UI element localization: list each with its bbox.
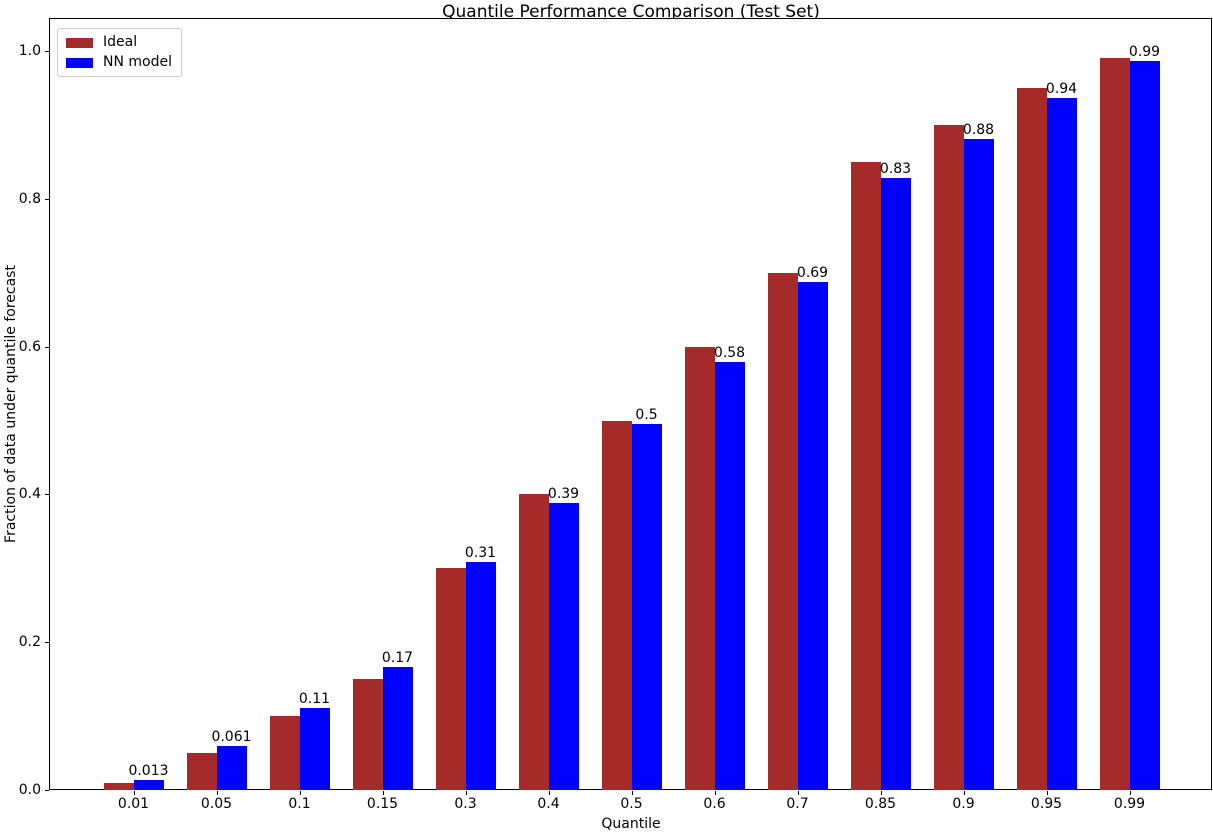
ideal-bar xyxy=(850,161,881,790)
x-tick-mark xyxy=(383,791,384,795)
x-tick-mark xyxy=(715,791,716,795)
bar-value-label: 0.013 xyxy=(128,763,169,780)
x-tick-label: 0.6 xyxy=(703,796,726,812)
ideal-bar xyxy=(601,420,632,790)
chart-legend: Ideal NN model xyxy=(57,28,182,77)
ideal-bar xyxy=(518,494,549,790)
y-tick-label: 0.6 xyxy=(18,338,41,355)
x-tick-label: 0.99 xyxy=(1113,796,1146,812)
x-tick-label: 0.7 xyxy=(786,796,809,812)
x-tick-label: 0.95 xyxy=(1030,796,1063,812)
x-tick-mark xyxy=(549,791,550,795)
x-tick-mark xyxy=(881,791,882,795)
bar-value-label: 0.11 xyxy=(298,690,331,707)
ideal-bar xyxy=(186,753,217,790)
bar-value-label: 0.69 xyxy=(796,265,829,282)
y-tick-label: 0.2 xyxy=(18,634,41,651)
x-tick-mark xyxy=(217,791,218,795)
bar-value-label: 0.5 xyxy=(635,407,658,424)
ideal-bar xyxy=(1016,87,1047,790)
nn-model-bar xyxy=(1046,97,1077,790)
x-tick-label: 0.5 xyxy=(620,796,643,812)
nn-model-bar xyxy=(548,503,579,790)
x-tick-mark xyxy=(134,791,135,795)
x-tick-label: 0.9 xyxy=(952,796,975,812)
bar-value-label: 0.94 xyxy=(1045,80,1078,97)
y-tick-label: 0.0 xyxy=(18,782,41,798)
ideal-bar xyxy=(1099,58,1130,790)
ideal-bar xyxy=(933,124,964,790)
y-tick-mark xyxy=(45,642,49,643)
bar-value-label: 0.88 xyxy=(962,121,995,138)
x-tick-label: 0.15 xyxy=(366,796,399,812)
bar-value-label: 0.061 xyxy=(211,728,252,745)
x-tick-label: 0.05 xyxy=(200,796,233,812)
bar-value-label: 0.17 xyxy=(381,650,414,667)
x-tick-label: 0.01 xyxy=(117,796,150,812)
ideal-bar xyxy=(684,346,715,790)
y-tick-mark xyxy=(45,494,49,495)
x-tick-mark xyxy=(632,791,633,795)
x-tick-mark xyxy=(1130,791,1131,795)
bar-value-label: 0.39 xyxy=(547,486,580,503)
ideal-bar xyxy=(352,679,383,790)
nn-model-bar xyxy=(1129,61,1160,790)
x-tick-mark xyxy=(300,791,301,795)
x-tick-mark xyxy=(466,791,467,795)
y-tick-mark xyxy=(45,51,49,52)
ideal-bar xyxy=(767,272,798,790)
y-tick-mark xyxy=(45,790,49,791)
nn-model-bar xyxy=(465,562,496,790)
nn-model-bar xyxy=(963,138,994,790)
x-axis-label: Quantile xyxy=(601,816,661,832)
nn-model-bar xyxy=(216,745,247,790)
ideal-bar xyxy=(435,568,466,790)
nn-model-bar xyxy=(880,178,911,790)
x-tick-mark xyxy=(964,791,965,795)
legend-item: NN model xyxy=(66,55,172,70)
legend-color-swatch xyxy=(66,57,93,68)
x-tick-label: 0.85 xyxy=(864,796,897,812)
nn-model-bar xyxy=(299,707,330,790)
x-tick-mark xyxy=(1047,791,1048,795)
x-tick-label: 0.1 xyxy=(288,796,311,812)
y-tick-label: 0.4 xyxy=(18,486,41,503)
x-tick-label: 0.4 xyxy=(537,796,560,812)
nn-model-bar xyxy=(133,780,164,790)
x-tick-label: 0.3 xyxy=(454,796,477,812)
bar-value-label: 0.58 xyxy=(713,345,746,362)
legend-item-label: NN model xyxy=(103,54,172,70)
nn-model-bar xyxy=(714,362,745,790)
y-tick-label: 1.0 xyxy=(18,43,41,59)
bar-value-label: 0.83 xyxy=(879,161,912,178)
legend-item: Ideal xyxy=(66,35,172,50)
y-axis-label-container: Fraction of data under quantile forecast xyxy=(0,18,22,790)
bar-value-label: 0.99 xyxy=(1128,44,1161,61)
legend-item-label: Ideal xyxy=(103,34,138,50)
x-tick-mark xyxy=(798,791,799,795)
nn-model-bar xyxy=(797,282,828,790)
y-tick-label: 0.8 xyxy=(18,190,41,207)
y-tick-mark xyxy=(45,347,49,348)
y-tick-mark xyxy=(45,199,49,200)
ideal-bar xyxy=(103,782,134,790)
chart-title: Quantile Performance Comparison (Test Se… xyxy=(442,2,820,22)
ideal-bar xyxy=(269,716,300,790)
legend-color-swatch xyxy=(66,37,93,48)
bar-value-label: 0.31 xyxy=(464,545,497,562)
nn-model-bar xyxy=(382,667,413,790)
nn-model-bar xyxy=(631,424,662,790)
